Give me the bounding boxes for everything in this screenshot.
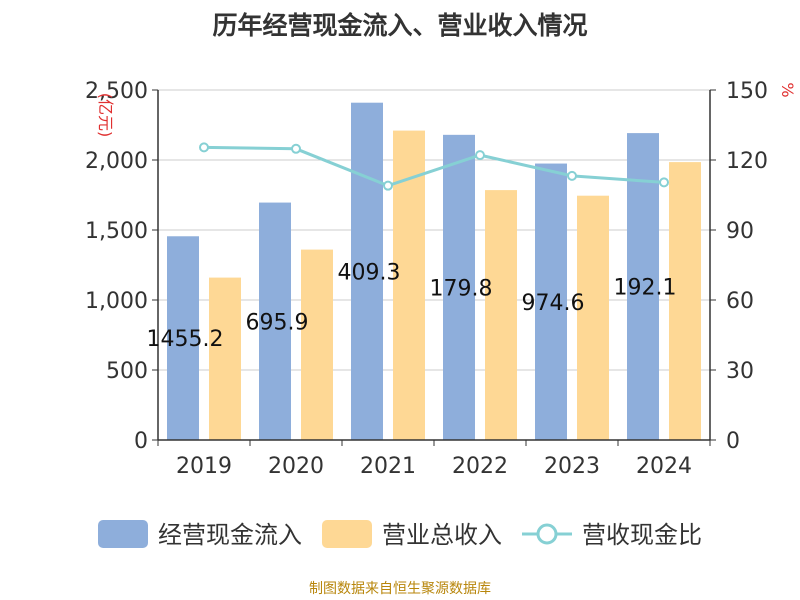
- right-tick-label: 0: [726, 429, 740, 454]
- legend-layer: 经营现金流入 营业总收入 营收现金比: [98, 520, 702, 549]
- bar-cash-inflow: [167, 236, 199, 440]
- right-tick-label: 60: [726, 289, 754, 314]
- bar-revenue: [301, 249, 333, 440]
- data-label-cash-inflow: 192.1: [614, 276, 677, 301]
- bar-revenue: [485, 190, 517, 440]
- bar-layer: [167, 102, 701, 440]
- x-tick-label: 2023: [544, 454, 600, 479]
- legend-marker-ratio: [536, 523, 558, 545]
- bar-cash-inflow: [351, 102, 383, 440]
- axis-layer: 0 500 1,000 1,500 2,000 2,500 0 30 60 90 120 150 (亿元…: [85, 79, 797, 479]
- line-layer: [199, 142, 669, 191]
- right-tick-label: 30: [726, 359, 754, 384]
- right-tick-label: 90: [726, 219, 754, 244]
- right-axis-unit: %: [778, 82, 797, 97]
- bar-cash-inflow: [259, 202, 291, 440]
- x-tick-label: 2019: [176, 454, 232, 479]
- label-layer: 1455.2 695.9 409.3 179.8 974.6 192.1: [147, 260, 677, 352]
- left-axis-unit: (亿元): [96, 93, 115, 138]
- data-label-cash-inflow: 179.8: [430, 276, 493, 301]
- ratio-point: [659, 177, 669, 188]
- grid-layer: [158, 89, 710, 371]
- ratio-point: [199, 142, 209, 153]
- bar-revenue: [209, 277, 241, 440]
- bar-cash-inflow: [627, 133, 659, 440]
- left-tick-label: 2,000: [85, 149, 148, 174]
- bar-revenue: [669, 162, 701, 440]
- legend-label-ratio: 营收现金比: [582, 521, 702, 549]
- ratio-point: [567, 170, 577, 181]
- x-tick-label: 2022: [452, 454, 508, 479]
- data-label-cash-inflow: 409.3: [338, 260, 401, 285]
- right-tick-label: 150: [726, 79, 768, 104]
- left-tick-label: 0: [134, 429, 148, 454]
- left-tick-label: 1,500: [85, 219, 148, 244]
- left-tick-label: 1,000: [85, 289, 148, 314]
- x-tick-label: 2024: [636, 454, 692, 479]
- right-tick-label: 120: [726, 149, 768, 174]
- chart-title: 历年经营现金流入、营业收入情况: [212, 11, 588, 40]
- data-label-cash-inflow: 695.9: [246, 310, 309, 335]
- legend-label-revenue: 营业总收入: [382, 521, 502, 549]
- ratio-line: [203, 145, 665, 188]
- data-source-note: 制图数据来自恒生聚源数据库: [309, 581, 491, 597]
- data-label-cash-inflow: 974.6: [522, 291, 585, 316]
- ratio-point: [291, 143, 301, 154]
- x-tick-label: 2020: [268, 454, 324, 479]
- legend-label-cash-inflow: 经营现金流入: [158, 521, 302, 549]
- bar-cash-inflow: [443, 134, 475, 440]
- ratio-point: [383, 180, 393, 191]
- left-tick-label: 2,500: [85, 79, 148, 104]
- legend-swatch-revenue: [322, 520, 372, 548]
- data-label-cash-inflow: 1455.2: [147, 327, 224, 352]
- left-tick-label: 500: [106, 359, 148, 384]
- bar-cash-inflow: [535, 163, 567, 440]
- ratio-point: [475, 150, 485, 161]
- x-tick-label: 2021: [360, 454, 416, 479]
- legend-swatch-cash-inflow: [98, 520, 148, 548]
- bar-revenue: [577, 195, 609, 440]
